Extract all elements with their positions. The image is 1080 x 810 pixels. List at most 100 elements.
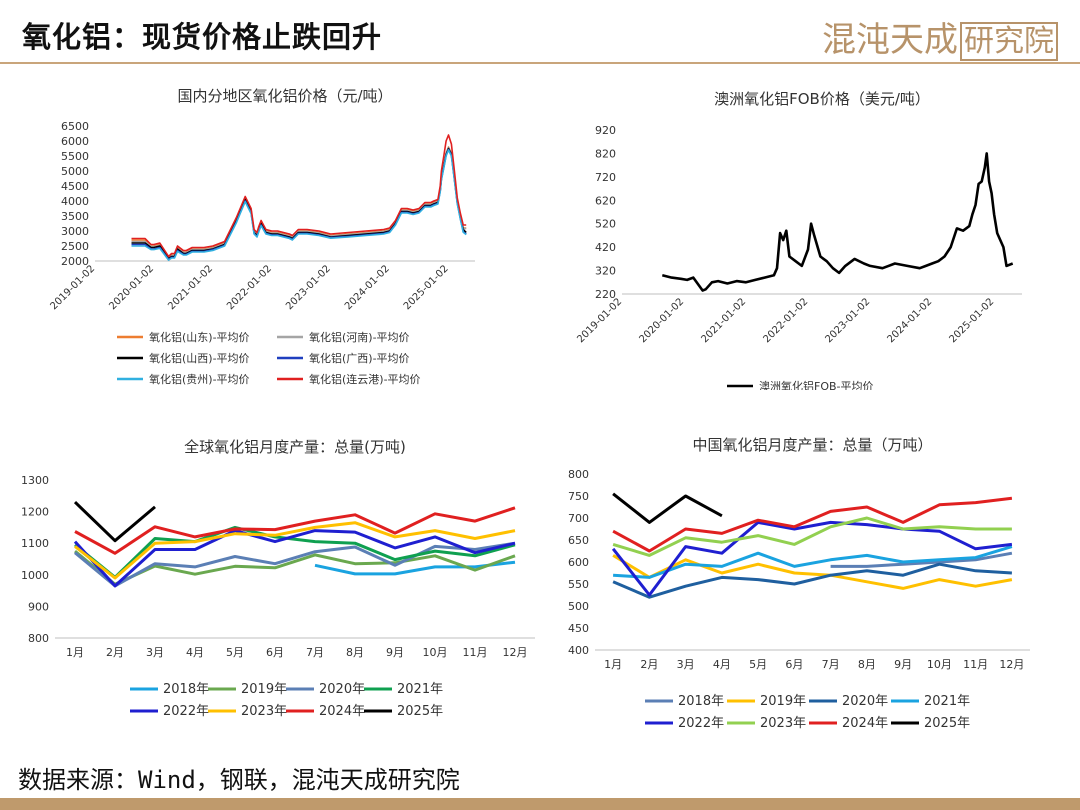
x-tick-label: 7月 — [306, 646, 324, 659]
x-tick-label: 6月 — [266, 646, 284, 659]
footer-bar — [0, 798, 1080, 810]
y-tick-label: 420 — [595, 241, 616, 254]
x-tick-label: 6月 — [785, 658, 803, 671]
domestic-price-chart: 国内分地区氧化铝价格（元/吨） 2000 2500 3000 3500 4000 4500 5… — [48, 87, 475, 386]
y-tick-label: 1100 — [21, 537, 49, 550]
y-tick-label: 1000 — [21, 569, 49, 582]
legend-label: 澳洲氧化铝FOB-平均价 — [759, 379, 874, 390]
y-tick-label: 400 — [568, 644, 589, 657]
x-tick-label: 2022-01-02 — [761, 296, 810, 345]
y-tick-label: 3500 — [61, 210, 89, 223]
legend-label: 2023年 — [241, 704, 287, 719]
y-tick-label: 6500 — [61, 120, 89, 133]
y-tick-label: 220 — [595, 288, 616, 301]
x-tick-label: 7月 — [822, 658, 840, 671]
series-line — [612, 554, 1013, 590]
x-tick-label: 5月 — [226, 646, 244, 659]
x-tick-label: 2020-01-02 — [107, 263, 156, 312]
series-line — [131, 146, 467, 259]
legend-label: 2021年 — [924, 694, 970, 709]
legend-label: 2024年 — [842, 716, 888, 731]
legend-label: 氧化铝(连云港)-平均价 — [309, 372, 421, 386]
x-tick-label: 2025-01-02 — [402, 263, 451, 312]
series-line — [612, 492, 723, 524]
series-line — [131, 149, 467, 261]
y-tick-label: 3000 — [61, 225, 89, 238]
x-tick-label: 2021-01-02 — [699, 296, 748, 345]
series-line — [314, 560, 516, 576]
y-tick-label: 900 — [28, 600, 49, 613]
y-tick-label: 5500 — [61, 150, 89, 163]
x-tick-label: 3月 — [677, 658, 695, 671]
y-tick-label: 4000 — [61, 195, 89, 208]
brand-logo: 混沌天成 研究院 — [822, 12, 1058, 61]
series-line — [830, 551, 1013, 568]
x-tick-label: 1月 — [604, 658, 622, 671]
x-tick-label: 2023-01-02 — [284, 263, 333, 312]
x-tick-label: 10月 — [927, 658, 952, 671]
series-line — [74, 521, 516, 580]
chart-title: 国内分地区氧化铝价格（元/吨） — [177, 87, 392, 105]
y-tick-label: 5000 — [61, 165, 89, 178]
x-tick-label: 2月 — [640, 658, 658, 671]
legend-label: 2020年 — [842, 694, 888, 709]
y-tick-label: 450 — [568, 622, 589, 635]
x-tick-label: 3月 — [146, 646, 164, 659]
x-tick-label: 12月 — [999, 658, 1024, 671]
legend-label: 2022年 — [678, 716, 724, 731]
x-tick-label: 5月 — [749, 658, 767, 671]
y-tick-label: 820 — [595, 147, 616, 160]
series-line — [613, 545, 1013, 579]
x-tick-label: 4月 — [713, 658, 731, 671]
global-output-chart: 全球氧化铝月度产量：总量(万吨) 800 900 1000 1100 1200 1300 1月… — [21, 438, 535, 719]
y-tick-label: 600 — [568, 556, 589, 569]
china-output-chart: 中国氧化铝月度产量：总量（万吨） 400 450 500 550 600 650 700 750… — [568, 436, 1030, 731]
legend-label: 2022年 — [163, 704, 209, 719]
y-tick-label: 1200 — [21, 506, 49, 519]
x-tick-label: 2024-01-02 — [343, 263, 392, 312]
legend-label: 2018年 — [163, 682, 209, 697]
legend-label: 2020年 — [319, 682, 365, 697]
series-line — [131, 134, 467, 258]
chart-title: 中国氧化铝月度产量：总量（万吨） — [692, 436, 932, 454]
legend-label: 氧化铝(河南)-平均价 — [309, 330, 410, 344]
legend-label: 氧化铝(贵州)-平均价 — [149, 372, 250, 386]
legend-label: 氧化铝(山西)-平均价 — [149, 351, 250, 365]
series-line — [612, 516, 1012, 557]
legend-label: 氧化铝(广西)-平均价 — [309, 351, 410, 365]
x-tick-label: 2025-01-02 — [948, 296, 997, 345]
y-tick-label: 620 — [595, 194, 616, 207]
legend-label: 2025年 — [397, 704, 443, 719]
series-line — [612, 496, 1013, 553]
legend-label: 2019年 — [241, 682, 287, 697]
series-line — [74, 525, 516, 579]
x-tick-label: 2019-01-02 — [575, 296, 624, 345]
series-line — [612, 562, 1012, 599]
y-tick-label: 2000 — [61, 255, 89, 268]
x-tick-label: 9月 — [894, 658, 912, 671]
data-source-note: 数据来源：Wind，钢联，混沌天成研究院 — [18, 766, 460, 794]
legend-label: 2018年 — [678, 694, 724, 709]
logo-box-text: 研究院 — [960, 22, 1058, 61]
x-tick-label: 2021-01-02 — [166, 263, 215, 312]
legend-label: 2025年 — [924, 716, 970, 731]
y-tick-label: 650 — [568, 534, 589, 547]
legend-label: 2024年 — [319, 704, 365, 719]
series-line — [131, 146, 467, 259]
y-tick-label: 500 — [568, 600, 589, 613]
series-line — [74, 541, 516, 588]
x-tick-label: 11月 — [963, 658, 988, 671]
legend-label: 2019年 — [760, 694, 806, 709]
x-tick-label: 2022-01-02 — [225, 263, 274, 312]
y-tick-label: 1300 — [21, 474, 49, 487]
x-tick-label: 12月 — [503, 646, 528, 659]
series-line — [661, 152, 1014, 292]
y-tick-label: 320 — [595, 265, 616, 278]
series-line — [131, 147, 467, 260]
series-line — [74, 506, 516, 555]
y-tick-label: 800 — [28, 632, 49, 645]
x-tick-label: 11月 — [463, 646, 488, 659]
chart-title: 全球氧化铝月度产量：总量(万吨) — [184, 438, 406, 456]
chart-title: 澳洲氧化铝FOB价格（美元/吨） — [714, 90, 930, 108]
series-line — [131, 148, 467, 261]
